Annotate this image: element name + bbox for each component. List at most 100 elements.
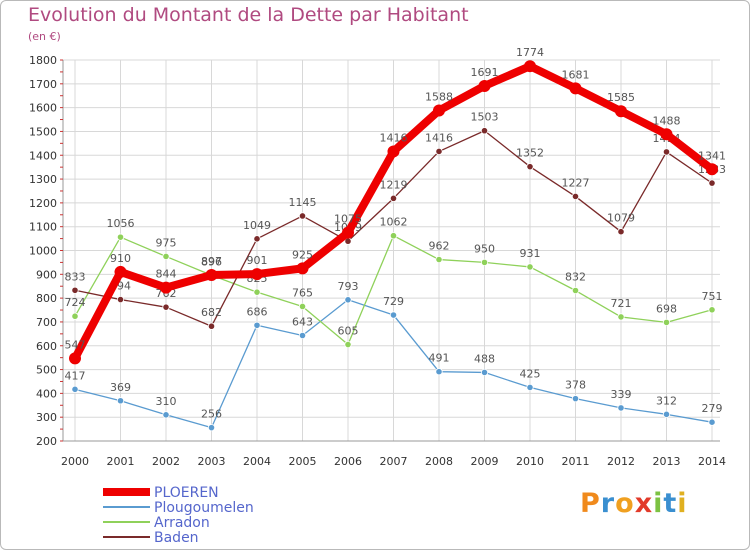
data-label-arradon: 1056: [107, 217, 135, 230]
data-point-ploeren: [706, 163, 718, 176]
data-label-ploeren: 897: [201, 255, 222, 268]
data-label-arradon: 962: [429, 240, 450, 253]
data-point-plougoumelen: [662, 410, 671, 418]
y-tick-label: 700: [36, 316, 57, 329]
y-tick-label: 400: [36, 387, 57, 400]
y-tick-label: 900: [36, 268, 57, 281]
data-point-arradon: [116, 233, 125, 241]
data-point-ploeren: [387, 145, 400, 158]
data-point-baden: [389, 194, 398, 202]
y-tick-label: 1400: [29, 149, 57, 162]
data-label-ploeren: 1588: [425, 90, 453, 103]
data-point-plougoumelen: [435, 368, 443, 376]
data-label-plougoumelen: 369: [110, 381, 131, 394]
data-label-ploeren: 1681: [562, 68, 590, 81]
data-point-plougoumelen: [71, 385, 79, 393]
data-point-ploeren: [205, 269, 218, 282]
data-label-ploeren: 1774: [516, 46, 544, 59]
y-tick-label: 600: [36, 340, 57, 353]
x-tick-label: 2012: [607, 455, 635, 468]
data-point-plougoumelen: [344, 296, 352, 304]
data-point-ploeren: [114, 265, 127, 278]
data-label-baden: 1352: [516, 147, 544, 160]
y-tick-label: 1700: [29, 78, 57, 91]
data-point-plougoumelen: [298, 331, 307, 340]
data-point-arradon: [71, 312, 79, 320]
data-label-plougoumelen: 378: [565, 379, 586, 392]
data-point-baden: [571, 192, 580, 201]
data-label-baden: 1416: [425, 131, 453, 144]
data-label-plougoumelen: 256: [201, 408, 222, 421]
data-label-baden: 1145: [289, 196, 317, 209]
data-label-arradon: 698: [656, 302, 677, 315]
x-tick-label: 2005: [289, 455, 317, 468]
data-point-ploeren: [569, 82, 582, 95]
data-point-plougoumelen: [389, 311, 398, 319]
data-point-plougoumelen: [253, 321, 261, 329]
data-point-plougoumelen: [571, 395, 580, 403]
y-tick-label: 1100: [29, 221, 57, 234]
data-point-plougoumelen: [116, 397, 125, 405]
legend-label-ploeren: PLOEREN: [154, 485, 219, 501]
y-tick-label: 1800: [29, 54, 57, 67]
data-point-ploeren: [342, 226, 354, 239]
data-label-baden: 1219: [380, 178, 408, 191]
data-label-plougoumelen: 279: [702, 402, 723, 415]
data-point-arradon: [617, 313, 625, 321]
data-label-arradon: 931: [520, 247, 541, 260]
data-label-plougoumelen: 339: [611, 388, 632, 401]
data-label-arradon: 896: [201, 255, 222, 268]
x-tick-label: 2014: [698, 455, 726, 468]
data-point-baden: [662, 148, 671, 156]
data-label-plougoumelen: 312: [656, 394, 677, 407]
x-tick-label: 2011: [562, 455, 590, 468]
data-label-baden: 1503: [471, 111, 499, 124]
y-tick-label: 800: [36, 292, 57, 305]
data-point-plougoumelen: [617, 404, 625, 412]
x-tick-label: 2009: [471, 455, 499, 468]
data-point-baden: [71, 286, 79, 294]
data-label-ploeren: 1488: [653, 114, 681, 127]
data-label-ploeren: 844: [156, 268, 177, 281]
data-point-plougoumelen: [207, 424, 216, 432]
data-label-ploeren: 1691: [471, 66, 499, 79]
data-point-ploeren: [433, 104, 445, 117]
y-tick-label: 200: [36, 435, 57, 448]
chart-subtitle: (en €): [28, 30, 61, 43]
data-label-ploeren: 910: [110, 252, 131, 265]
data-label-plougoumelen: 310: [156, 395, 177, 408]
y-tick-label: 300: [36, 411, 57, 424]
data-point-ploeren: [478, 79, 491, 92]
legend-label-arradon: Arradon: [154, 515, 210, 531]
data-point-arradon: [253, 288, 261, 296]
data-point-baden: [480, 127, 489, 135]
data-label-plougoumelen: 488: [474, 352, 495, 365]
data-point-ploeren: [69, 352, 81, 365]
data-point-ploeren: [296, 262, 309, 275]
data-point-baden: [617, 228, 625, 236]
x-tick-label: 2001: [107, 455, 135, 468]
data-label-ploeren: 547: [65, 338, 86, 351]
data-point-plougoumelen: [708, 418, 716, 426]
x-tick-label: 2010: [516, 455, 544, 468]
x-tick-label: 2003: [198, 455, 226, 468]
data-point-arradon: [571, 286, 580, 295]
data-label-arradon: 1062: [380, 216, 408, 229]
x-tick-label: 2013: [653, 455, 681, 468]
data-point-baden: [116, 295, 125, 304]
data-label-plougoumelen: 793: [338, 280, 359, 293]
data-point-baden: [162, 303, 170, 311]
legend-label-plougoumelen: Plougoumelen: [154, 500, 254, 516]
data-point-ploeren: [160, 281, 172, 294]
data-label-baden: 1227: [562, 176, 590, 189]
data-point-baden: [526, 163, 534, 171]
data-label-arradon: 950: [474, 242, 495, 255]
y-tick-label: 1600: [29, 102, 57, 115]
data-label-ploeren: 925: [292, 248, 313, 261]
data-label-plougoumelen: 417: [65, 369, 86, 382]
data-label-baden: 1079: [607, 212, 635, 225]
data-label-ploeren: 1585: [607, 91, 635, 104]
data-label-ploeren: 1341: [698, 149, 726, 162]
data-point-arradon: [389, 232, 398, 240]
data-label-baden: 682: [201, 306, 222, 319]
